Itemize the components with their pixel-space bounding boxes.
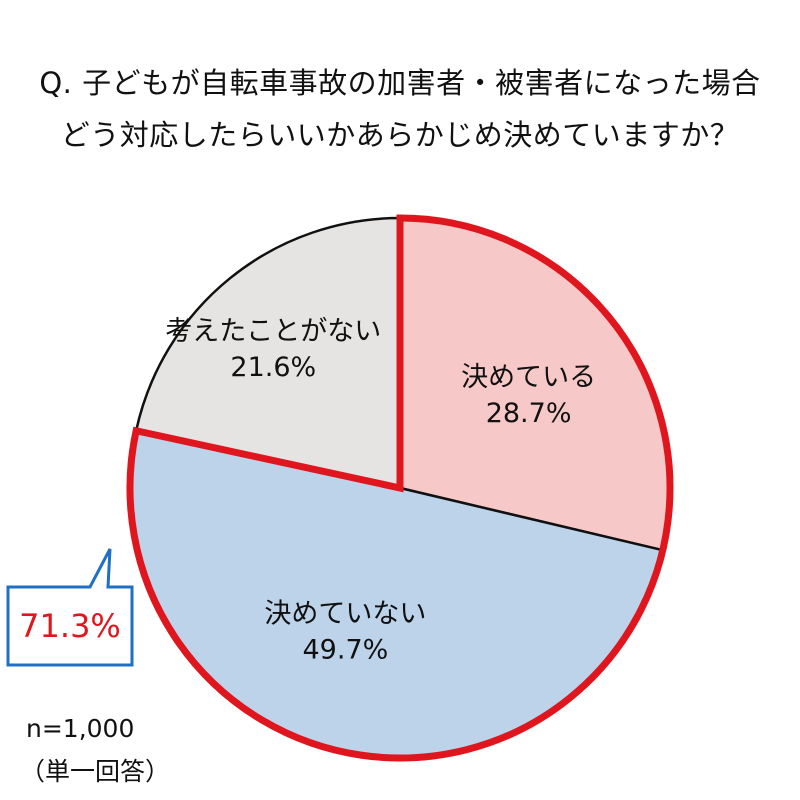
highlight-outline <box>126 214 674 762</box>
slice-value-決めていない: 49.7% <box>303 635 389 666</box>
callout-box <box>6 548 134 667</box>
slice-value-考えたことがない: 21.6% <box>230 352 316 383</box>
sample-size-note: n=1,000 <box>26 714 135 743</box>
pie-slice-考えたことがない <box>134 216 402 490</box>
slice-label-決めていない: 決めていない <box>264 599 426 630</box>
chart-title-line-2: どう対応したらいいかあらかじめ決めていますか？ <box>60 118 740 152</box>
highlight-callout: 71.3% <box>6 548 134 667</box>
callout-value: 71.3% <box>19 607 121 645</box>
slice-labels: 決めている 28.7% 決めていない 49.7% 考えたことがない 21.6% <box>165 316 596 666</box>
pie-slices <box>128 216 672 760</box>
slice-label-決めている: 決めている <box>461 362 596 393</box>
slice-value-決めている: 28.7% <box>486 398 572 429</box>
slice-label-考えたことがない: 考えたことがない <box>165 316 381 347</box>
chart-title-line-1: Q. 子どもが自転車事故の加害者・被害者になった場合 <box>39 66 761 100</box>
answer-type-note: （単一回答） <box>20 757 171 786</box>
